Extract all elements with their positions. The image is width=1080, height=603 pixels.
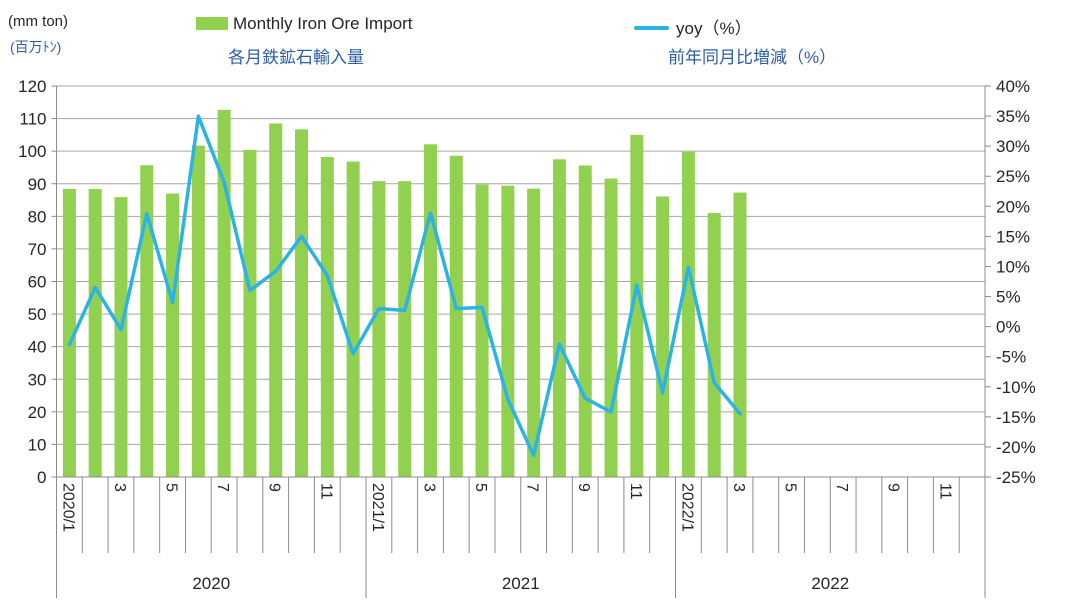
bar bbox=[423, 144, 437, 478]
bar bbox=[114, 197, 128, 477]
left-axis-tick-label: 50 bbox=[28, 305, 47, 324]
bar bbox=[191, 145, 205, 477]
bar bbox=[140, 165, 154, 478]
right-axis-tick-label: -10% bbox=[996, 378, 1036, 397]
left-axis-tick-label: 30 bbox=[28, 370, 47, 389]
year-label: 2020 bbox=[192, 574, 230, 593]
month-label: 2022/1 bbox=[678, 483, 695, 532]
left-axis-unit-label-japanese: (百万ﾄﾝ) bbox=[10, 39, 62, 55]
left-axis-tick-label: 90 bbox=[28, 175, 47, 194]
right-axis-tick-label: 10% bbox=[996, 257, 1030, 276]
year-label: 2021 bbox=[502, 574, 540, 593]
bar bbox=[681, 151, 695, 477]
month-label: 7 bbox=[214, 483, 231, 492]
legend-line-label: yoy（%） bbox=[676, 19, 752, 38]
month-label: 5 bbox=[163, 483, 180, 492]
bar bbox=[243, 149, 257, 477]
month-label: 11 bbox=[317, 483, 334, 500]
month-label: 9 bbox=[575, 483, 592, 492]
yoy-line bbox=[67, 114, 742, 458]
month-label: 5 bbox=[782, 483, 799, 492]
left-axis-tick-label: 0 bbox=[37, 468, 46, 487]
left-axis-unit-label: (mm ton) bbox=[8, 13, 68, 30]
left-axis-tick-label: 120 bbox=[18, 77, 46, 96]
right-axis-tick-label: -15% bbox=[996, 408, 1036, 427]
bar bbox=[62, 188, 76, 478]
right-axis-tick-label: 25% bbox=[996, 167, 1030, 186]
legend-line-sublabel-japanese: 前年同月比増減（%） bbox=[668, 48, 837, 67]
bar-series bbox=[62, 109, 747, 478]
legend-bar-label: Monthly Iron Ore Import bbox=[233, 14, 413, 33]
right-axis-tick-label: 20% bbox=[996, 197, 1030, 216]
right-axis-tick-label: -20% bbox=[996, 438, 1036, 457]
month-label: 7 bbox=[524, 483, 541, 492]
left-axis-tick-label: 10 bbox=[28, 435, 47, 454]
bar bbox=[320, 157, 334, 477]
bar bbox=[166, 193, 180, 477]
right-axis-tick-label: 0% bbox=[996, 318, 1021, 337]
month-label: 11 bbox=[936, 483, 953, 500]
bar bbox=[604, 178, 618, 477]
right-axis-tick-label: 15% bbox=[996, 227, 1030, 246]
month-label: 11 bbox=[627, 483, 644, 500]
legend-bar-swatch bbox=[196, 17, 228, 30]
right-axis-labels: 40% 35% 30% 25% 20% 15% 10% 5% 0% -5% -10% -15% -20%… bbox=[985, 77, 1036, 487]
month-label: 2020/1 bbox=[59, 483, 76, 532]
left-axis-tick-label: 70 bbox=[28, 240, 47, 259]
month-label: 3 bbox=[111, 483, 128, 492]
month-label: 3 bbox=[730, 483, 747, 492]
month-label: 9 bbox=[266, 483, 283, 492]
bar bbox=[449, 155, 463, 477]
bar bbox=[295, 129, 309, 478]
bar bbox=[217, 109, 231, 478]
bar bbox=[501, 185, 515, 477]
month-label: 7 bbox=[833, 483, 850, 492]
month-band: 2020/1 3 5 7 9 11 2021/1 3 5 7 9 11 2022/1 3 5 7 9 11 bbox=[56, 477, 986, 598]
left-axis-tick-label: 80 bbox=[28, 207, 47, 226]
bar bbox=[398, 181, 412, 478]
legend-line-swatch bbox=[634, 26, 669, 30]
bar bbox=[656, 196, 670, 477]
bar bbox=[346, 161, 360, 478]
bar bbox=[630, 134, 644, 477]
bar bbox=[733, 192, 747, 478]
month-label: 5 bbox=[472, 483, 489, 492]
left-axis-tick-label: 60 bbox=[28, 273, 47, 292]
month-label: 3 bbox=[420, 483, 437, 492]
right-axis-tick-label: -5% bbox=[996, 348, 1026, 367]
month-label: 9 bbox=[885, 483, 902, 492]
bar bbox=[527, 188, 541, 477]
left-axis-tick-label: 40 bbox=[28, 338, 47, 357]
bar bbox=[88, 188, 102, 478]
bar bbox=[372, 181, 386, 478]
legend-bar-sublabel-japanese: 各月鉄鉱石輸入量 bbox=[228, 48, 364, 67]
right-axis-tick-label: 35% bbox=[996, 107, 1030, 126]
year-label: 2022 bbox=[811, 574, 849, 593]
right-axis-tick-label: 30% bbox=[996, 137, 1030, 156]
bar bbox=[707, 213, 721, 477]
bar bbox=[552, 159, 566, 477]
bar bbox=[475, 184, 489, 477]
bar bbox=[578, 165, 592, 477]
right-axis-tick-label: 40% bbox=[996, 77, 1030, 96]
right-axis-tick-label: 5% bbox=[996, 288, 1021, 307]
month-label: 2021/1 bbox=[369, 483, 386, 532]
year-band: 2020 2021 2022 bbox=[192, 574, 849, 593]
left-axis-tick-label: 100 bbox=[18, 142, 46, 161]
bar bbox=[269, 123, 283, 478]
right-axis-tick-label: -25% bbox=[996, 468, 1036, 487]
left-axis-tick-label: 110 bbox=[19, 110, 46, 129]
left-axis-tick-label: 20 bbox=[28, 403, 47, 422]
